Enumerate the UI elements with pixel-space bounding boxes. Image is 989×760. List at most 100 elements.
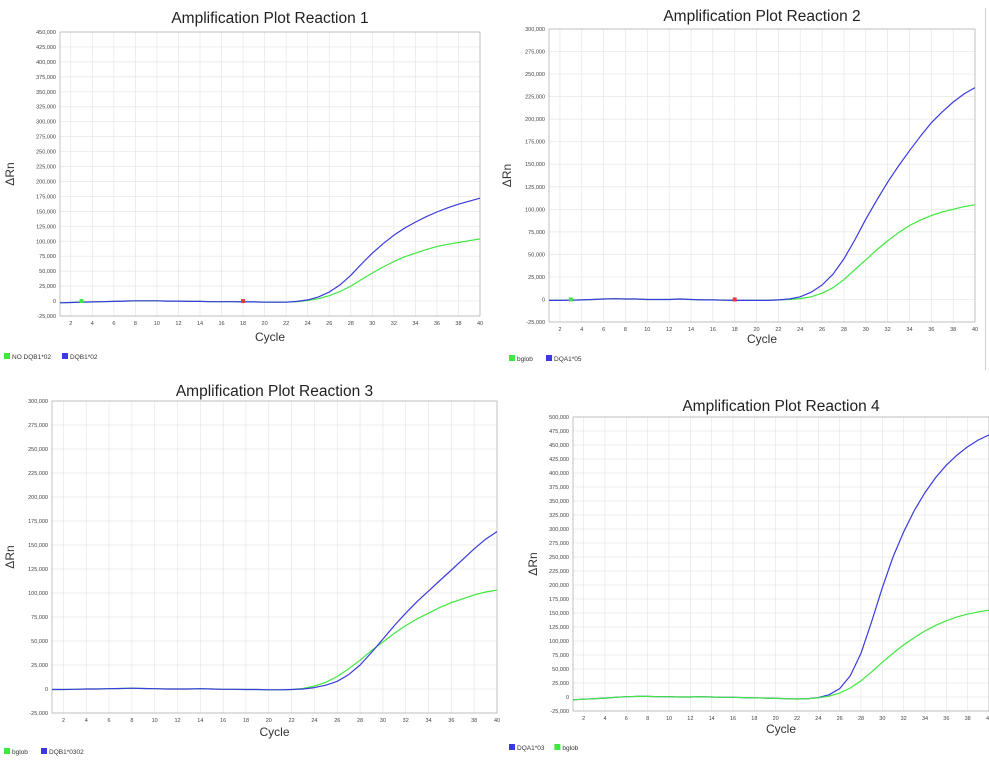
x-tick-label: 28	[357, 718, 363, 724]
y-tick-label: 325,000	[36, 105, 56, 111]
x-tick-label: 8	[646, 716, 649, 722]
x-tick-label: 30	[863, 327, 869, 333]
series-line-2	[572, 609, 989, 701]
legend-label: bglob	[562, 745, 578, 752]
x-tick-label: 40	[494, 718, 500, 724]
x-tick-label: 6	[112, 321, 115, 327]
y-tick-label: 175,000	[549, 597, 569, 603]
x-tick-label: 14	[197, 718, 203, 724]
x-tick-label: 36	[448, 718, 454, 724]
cycle-marker	[568, 297, 573, 302]
x-tick-label: 34	[906, 327, 912, 333]
x-tick-label: 26	[326, 321, 332, 327]
series-line-2	[59, 197, 481, 304]
y-tick-label: 400,000	[36, 60, 56, 66]
series-line-1	[52, 589, 498, 691]
y-tick-label: 50,000	[552, 667, 569, 673]
y-tick-label: 200,000	[36, 179, 56, 185]
x-tick-label: 6	[108, 718, 111, 724]
y-tick-label: 275,000	[36, 135, 56, 141]
x-tick-label: 8	[134, 321, 137, 327]
x-tick-label: 34	[922, 716, 928, 722]
x-tick-label: 32	[403, 718, 409, 724]
x-tick-label: 12	[175, 321, 181, 327]
y-tick-label: 150,000	[28, 543, 48, 549]
amplification-chart-3: 2 4 6 8 10 12 14 16 18 20 22 24 26 28 30 32 34 36 38 40-25,…	[3, 383, 500, 756]
amplification-chart-1: 2 4 6 8 10 12 14 16 18 20 22 24 26 28 30 32 34 36 38 40-25,…	[3, 10, 483, 361]
chart-title: Amplification Plot Reaction 3	[176, 383, 373, 400]
y-tick-label: 50,000	[31, 639, 48, 645]
y-tick-label: 150,000	[36, 209, 56, 215]
y-tick-label: 0	[566, 695, 569, 701]
legend-label: DQA1*05	[554, 356, 582, 363]
x-tick-label: 10	[154, 321, 160, 327]
legend-label: NO DQB1*02	[12, 354, 51, 361]
x-tick-label: 10	[644, 327, 650, 333]
panel-divider	[985, 8, 986, 370]
x-tick-label: 8	[130, 718, 133, 724]
y-tick-label: 300,000	[549, 527, 569, 533]
legend: NO DQB1*02 DQB1*02	[4, 353, 98, 361]
x-tick-label: 28	[841, 327, 847, 333]
x-tick-label: 28	[348, 321, 354, 327]
y-tick-label: 300,000	[525, 27, 545, 33]
y-tick-label: 100,000	[36, 239, 56, 245]
chart-panel-reaction-2: 2 4 6 8 10 12 14 16 18 20 22 24 26 28 30 32 34 36 38 40 -25,…	[497, 0, 989, 372]
y-tick-label: 75,000	[552, 653, 569, 659]
x-tick-label: 20	[773, 716, 779, 722]
x-tick-label: 14	[197, 321, 203, 327]
cycle-marker	[732, 297, 737, 302]
x-tick-label: 18	[732, 327, 738, 333]
x-tick-label: 18	[751, 716, 757, 722]
chart-panel-reaction-3: 2 4 6 8 10 12 14 16 18 20 22 24 26 28 30 32 34 36 38 40 -25,…	[0, 378, 505, 760]
x-tick-label: 2	[69, 321, 72, 327]
y-tick-label: 200,000	[525, 117, 545, 123]
cycle-marker	[79, 299, 84, 304]
x-tick-label: 40	[477, 321, 483, 327]
x-tick-label: 24	[797, 327, 803, 333]
x-axis-label: Cycle	[255, 330, 285, 344]
plot-area: 246810121416182022242628303234363840-25,…	[509, 398, 989, 752]
x-tick-label: 10	[666, 716, 672, 722]
chart-panel-reaction-4: 246810121416182022242628303234363840-25,…	[497, 378, 989, 760]
x-tick-label: 32	[901, 716, 907, 722]
x-tick-label: 20	[266, 718, 272, 724]
x-tick-label: 22	[289, 718, 295, 724]
y-tick-label: -25,000	[37, 314, 56, 320]
y-tick-label: 300,000	[28, 399, 48, 405]
y-tick-label: 75,000	[31, 615, 48, 621]
y-tick-label: -25,000	[29, 711, 48, 717]
y-tick-label: 250,000	[549, 555, 569, 561]
y-tick-label: 150,000	[525, 162, 545, 168]
x-tick-label: 38	[455, 321, 461, 327]
y-tick-label: 175,000	[36, 194, 56, 200]
y-tick-label: 125,000	[36, 224, 56, 230]
y-tick-label: 0	[45, 687, 48, 693]
x-tick-label: 30	[369, 321, 375, 327]
x-tick-label: 32	[885, 327, 891, 333]
x-tick-label: 32	[391, 321, 397, 327]
x-tick-label: 22	[794, 716, 800, 722]
y-tick-label: 225,000	[525, 95, 545, 101]
series-line-2	[549, 87, 976, 301]
y-tick-label: 25,000	[528, 275, 545, 281]
x-tick-label: 24	[311, 718, 317, 724]
x-tick-label: 36	[943, 716, 949, 722]
y-tick-label: 125,000	[549, 625, 569, 631]
y-tick-label: 25,000	[552, 681, 569, 687]
x-tick-label: 40	[986, 716, 989, 722]
x-tick-label: 14	[688, 327, 694, 333]
legend-label: DQB1*02	[70, 354, 98, 361]
legend-swatch	[509, 355, 515, 361]
x-tick-label: 24	[815, 716, 821, 722]
y-tick-label: 50,000	[39, 269, 56, 275]
y-tick-label: 0	[542, 297, 545, 303]
x-tick-label: 4	[580, 327, 583, 333]
y-tick-label: 200,000	[549, 583, 569, 589]
x-tick-label: 14	[709, 716, 715, 722]
x-tick-label: 10	[152, 718, 158, 724]
y-tick-label: 75,000	[528, 230, 545, 236]
legend-swatch	[4, 748, 10, 754]
x-tick-label: 4	[85, 718, 88, 724]
